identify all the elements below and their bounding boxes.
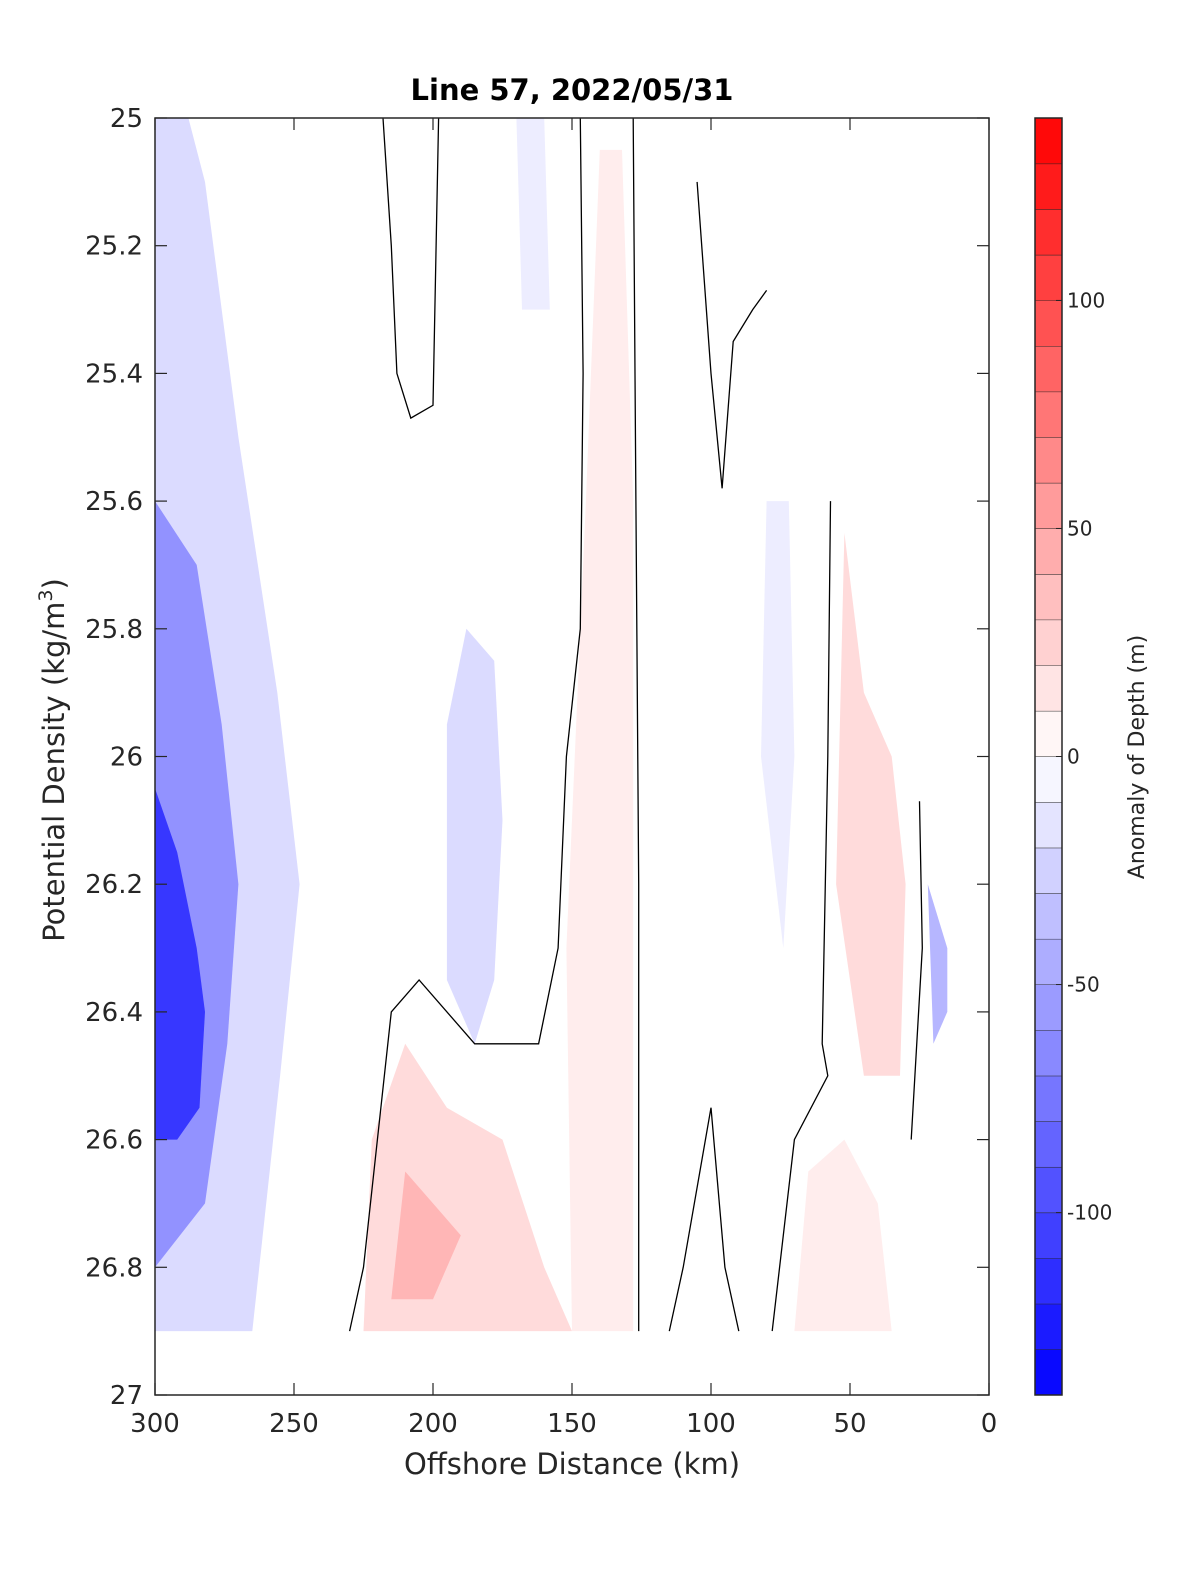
y-tick-label: 25.4 [85, 359, 143, 389]
anomaly-region-7 [566, 149, 634, 1332]
anomaly-region-5 [761, 501, 795, 949]
anomaly-fields [155, 118, 948, 1332]
colorbar-band [1035, 938, 1062, 985]
colorbar: 100 50 0 -50 -100 Anomaly of Depth (m) [1034, 117, 1150, 1396]
y-tick-label: 26.4 [85, 998, 143, 1028]
y-tick-label: 27 [110, 1381, 143, 1411]
x-tick-label: 0 [981, 1409, 998, 1439]
anomaly-region-3 [446, 628, 503, 1044]
anomaly-region-11 [794, 1139, 892, 1332]
y-tick-label: 25.8 [85, 615, 143, 645]
colorbar-band [1035, 300, 1062, 347]
x-tick-label: 300 [130, 1409, 180, 1439]
x-axis-ticks: 300 250 200 150 100 50 0 [130, 118, 997, 1439]
colorbar-band [1035, 118, 1062, 164]
anomaly-region-4 [516, 118, 550, 310]
colorbar-band [1035, 482, 1062, 529]
anomaly-region-2 [155, 788, 205, 1140]
colorbar-band [1035, 391, 1062, 438]
zero-contour-0 [382, 117, 440, 420]
anomaly-region-10 [836, 533, 906, 1076]
colorbar-band [1035, 665, 1062, 711]
y-tick-label: 25 [110, 104, 143, 134]
colorbar-band [1035, 528, 1062, 575]
x-tick-label: 250 [269, 1409, 319, 1439]
colorbar-ticks: 100 50 0 -50 -100 [1056, 288, 1112, 1225]
colorbar-band [1035, 574, 1062, 620]
colorbar-band [1035, 1212, 1062, 1259]
x-tick-label: 100 [686, 1409, 736, 1439]
y-axis-label-close: ) [37, 578, 71, 589]
colorbar-band [1035, 756, 1062, 803]
zero-contour-6 [910, 801, 923, 1140]
colorbar-tick-label: 100 [1067, 288, 1105, 312]
colorbar-band [1035, 1303, 1062, 1350]
colorbar-band [1035, 346, 1062, 392]
colorbar-band [1035, 802, 1062, 848]
chart-title: Line 57, 2022/05/31 [411, 73, 734, 107]
colorbar-band [1035, 619, 1062, 666]
y-axis-ticks: 25 25.2 25.4 25.6 25.8 26 26.2 26.4 26.6 26.8 27 [85, 104, 989, 1411]
colorbar-band [1035, 163, 1062, 210]
colorbar-tick-label: 0 [1067, 745, 1080, 769]
colorbar-band [1035, 710, 1062, 757]
colorbar-label: Anomaly of Depth (m) [1125, 635, 1150, 879]
colorbar-band [1035, 1075, 1062, 1122]
y-axis-label: Potential Density (kg/m3) [35, 578, 71, 942]
zero-contour-2 [632, 117, 640, 1332]
x-axis-label: Offshore Distance (km) [404, 1447, 740, 1481]
y-tick-label: 26 [110, 743, 143, 773]
y-tick-label: 26.8 [85, 1253, 143, 1283]
y-tick-label: 25.2 [85, 232, 143, 262]
colorbar-tick-label: -50 [1067, 973, 1100, 997]
zero-contour-1 [348, 117, 584, 1332]
colorbar-band [1035, 1258, 1062, 1304]
y-axis-label-superscript: 3 [35, 589, 57, 601]
colorbar-band [1035, 437, 1062, 483]
colorbar-band [1035, 847, 1062, 894]
colorbar-bands [1035, 117, 1062, 1395]
y-tick-label: 25.6 [85, 487, 143, 517]
zero-contours [348, 117, 923, 1332]
plot-area: 300 250 200 150 100 50 0 2525.225.425.625.8262… [85, 104, 997, 1439]
x-tick-label: 150 [547, 1409, 597, 1439]
colorbar-tick-label: 50 [1067, 516, 1092, 540]
y-axis-label-main: Potential Density (kg/m [37, 602, 71, 942]
colorbar-band [1035, 254, 1062, 301]
colorbar-band [1035, 893, 1062, 939]
colorbar-band [1035, 1030, 1062, 1076]
colorbar-band [1035, 984, 1062, 1031]
colorbar-tick-label: -100 [1067, 1201, 1112, 1225]
anomaly-region-6 [927, 884, 948, 1044]
zero-contour-4 [771, 501, 832, 1332]
anomaly-region-9 [391, 1171, 461, 1300]
colorbar-band [1035, 1166, 1062, 1213]
colorbar-band [1035, 209, 1062, 255]
zero-contour-3 [696, 181, 768, 489]
x-tick-label: 200 [408, 1409, 458, 1439]
x-tick-label: 50 [833, 1409, 866, 1439]
zero-contour-5 [668, 1107, 740, 1332]
colorbar-band [1035, 1349, 1062, 1395]
y-tick-label: 26.2 [85, 870, 143, 900]
y-tick-label: 26.6 [85, 1126, 143, 1156]
colorbar-band [1035, 1121, 1062, 1167]
